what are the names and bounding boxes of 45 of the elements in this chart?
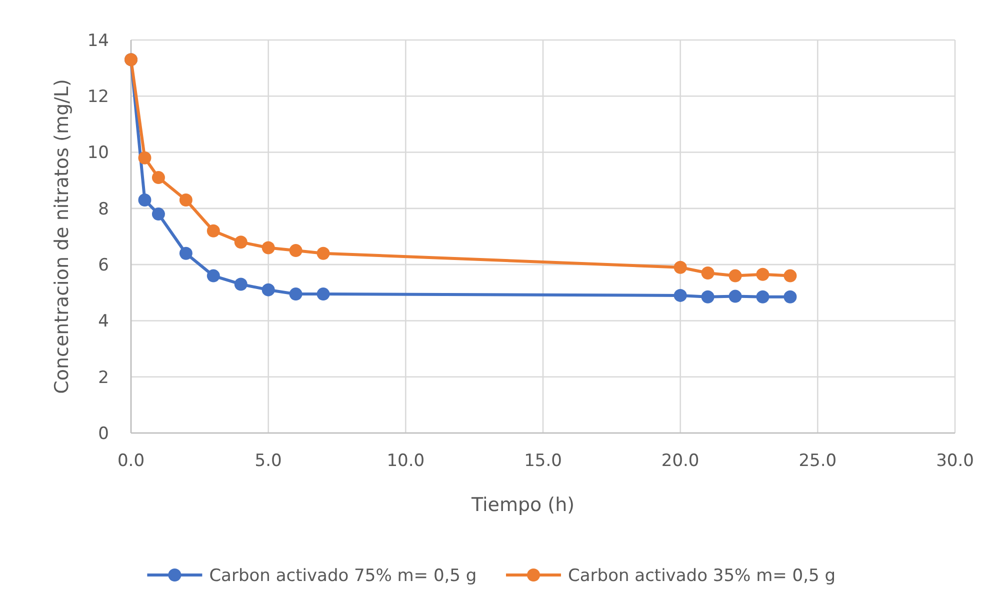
y-tick-label: 2 [98, 368, 109, 388]
y-tick-label: 12 [87, 87, 109, 108]
y-tick-label: 0 [98, 424, 109, 444]
point [179, 194, 192, 207]
y-tick-label: 6 [98, 256, 109, 276]
point [289, 244, 302, 258]
point [701, 266, 714, 280]
point [262, 283, 275, 296]
point [138, 194, 152, 207]
point [728, 290, 742, 303]
legend-label: Carbon activado 75% m= 0,5 g [209, 566, 477, 586]
y-tick-label: 4 [98, 312, 109, 332]
y-axis-title: Concentracion de nitratos (mg/L) [51, 79, 73, 394]
point [234, 278, 248, 291]
y-tick-label: 14 [87, 30, 109, 51]
point [234, 236, 248, 249]
point [138, 151, 152, 164]
x-tick-label: 30.0 [936, 451, 974, 471]
point [316, 288, 330, 301]
y-tick-label: 10 [87, 143, 109, 164]
point [728, 269, 742, 282]
point [701, 290, 714, 304]
x-tick-label: 25.0 [798, 451, 837, 471]
point [206, 269, 220, 282]
x-tick-label: 10.0 [386, 451, 425, 471]
point [674, 260, 687, 274]
point [674, 288, 687, 302]
point [262, 241, 275, 254]
x-tick-label: 15.0 [524, 451, 562, 471]
point [756, 268, 770, 281]
legend-label: Carbon activado 35% m= 0,5 g [568, 566, 836, 586]
point [316, 246, 330, 260]
point [179, 246, 192, 260]
x-tick-label: 20.0 [661, 451, 700, 471]
x-axis-title: Tiempo (h) [470, 494, 575, 516]
point [152, 208, 165, 221]
point [784, 269, 797, 282]
point [289, 288, 302, 301]
point [784, 290, 797, 304]
point [206, 224, 220, 238]
x-tick-label: 5.0 [254, 451, 282, 471]
point [756, 290, 770, 304]
y-tick-label: 8 [98, 199, 109, 220]
point [152, 171, 165, 184]
x-tick-label: 0.0 [117, 451, 145, 471]
